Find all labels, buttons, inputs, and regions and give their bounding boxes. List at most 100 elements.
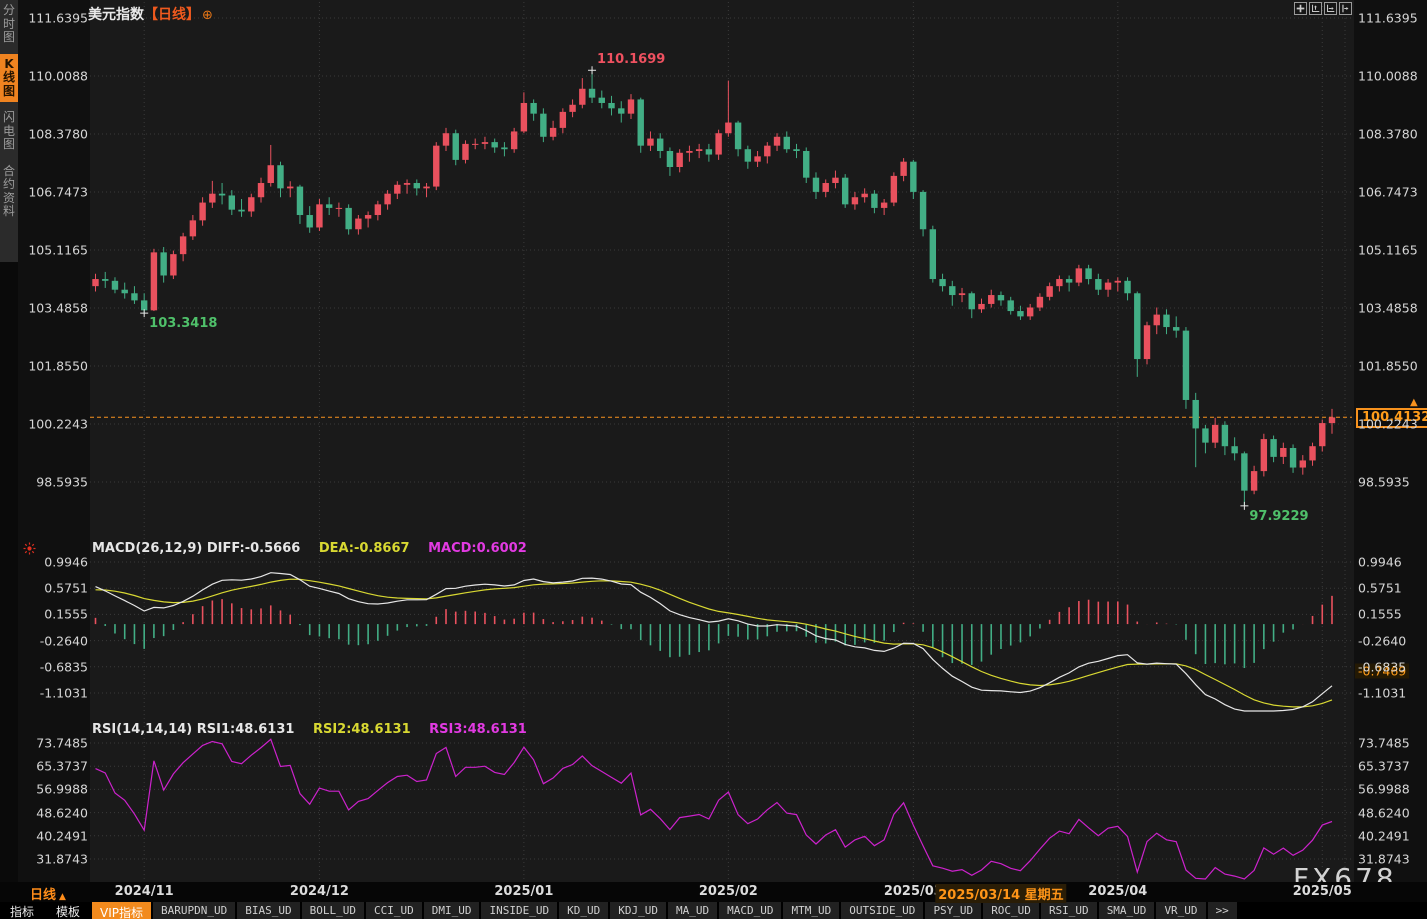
toolbar-item-PSY_UD[interactable]: PSY_UD (925, 902, 982, 919)
toolbar-item-指标[interactable]: 指标 (10, 905, 35, 919)
toolbar-more-button[interactable]: >> (1207, 902, 1237, 919)
sidebar-item-2[interactable]: 闪电图 (2, 110, 15, 151)
axis-tick-macd-l: -0.2640 (39, 633, 88, 649)
rsi2-label: RSI2:48.6131 (312, 722, 411, 737)
chart-tool-icons (1294, 2, 1352, 15)
toolbar-item-SMA_UD[interactable]: SMA_UD (1098, 902, 1155, 919)
axis-tick-macd-l: 0.9946 (44, 554, 88, 570)
axis-tick-rsi-r: 73.7485 (1358, 735, 1410, 751)
scale-y-icon[interactable] (1309, 2, 1322, 15)
toolbar-item-MTM_UD[interactable]: MTM_UD (783, 902, 840, 919)
axis-tick-price-l: 110.0088 (28, 68, 88, 84)
axis-tick-rsi-r: 48.6240 (1358, 805, 1410, 821)
left-sidebar: 分时图 K线图闪电图合约资料 (0, 0, 18, 902)
price-up-arrow-icon: ▲ (1410, 397, 1418, 409)
axis-tick-rsi-l: 56.9988 (36, 781, 88, 797)
axis-tick-macd-r: 0.9946 (1358, 554, 1402, 570)
extreme-marker-high (588, 66, 597, 75)
toolbar-item-ROC_UD[interactable]: ROC_UD (983, 902, 1039, 919)
sidebar-item-1[interactable]: K线图 (0, 53, 18, 102)
date-label-2024-12: 2024/12 (289, 884, 349, 899)
rsi3-label: RSI3:48.6131 (429, 722, 527, 737)
axis-tick-rsi-r: 40.2491 (1358, 828, 1410, 844)
date-label-2025-03: 2025/03 (883, 884, 943, 899)
pan-icon[interactable] (1294, 2, 1307, 15)
macd-diff-line (95, 572, 1333, 712)
extreme-marker-low (140, 309, 149, 318)
axis-tick-macd-l: -0.6835 (39, 659, 88, 675)
axis-tick-macd-l: 0.5751 (44, 580, 88, 596)
add-indicator-icon[interactable]: ⊕ (202, 8, 213, 23)
macd-header: MACD(26,12,9) DIFF:-0.5666 DEA:-0.8667 M… (92, 541, 527, 556)
axis-tick-macd-r: -0.6835 (1358, 659, 1407, 675)
axis-tick-price-r: 111.6395 (1358, 10, 1418, 26)
rsi-line (95, 738, 1333, 880)
toolbar-item-BOLL_UD[interactable]: BOLL_UD (301, 902, 364, 919)
macd-dea-label: DEA:-0.8667 (318, 541, 410, 556)
sidebar-item-3[interactable]: 合约资料 (2, 163, 15, 218)
axis-tick-rsi-r: 56.9988 (1358, 781, 1410, 797)
axis-tick-rsi-l: 48.6240 (36, 805, 88, 821)
macd-diff-label: MACD(26,12,9) DIFF:-0.5666 (92, 541, 301, 556)
current-price-label: 100.4132 (1356, 408, 1427, 429)
axis-tick-macd-r: -1.1031 (1358, 685, 1407, 701)
toolbar-item-VIP指标[interactable]: VIP指标 (92, 902, 152, 919)
toolbar-item-DMI_UD[interactable]: DMI_UD (423, 902, 480, 919)
indicator-settings-icon[interactable] (23, 540, 36, 559)
macd-macd-label: MACD:0.6002 (428, 541, 527, 556)
date-label-2025-01: 2025/01 (494, 884, 554, 899)
axis-tick-rsi-r: 65.3737 (1358, 758, 1410, 774)
date-label-2025-05: 2025/05 (1292, 884, 1352, 899)
toolbar-item-KD_UD[interactable]: KD_UD (559, 902, 609, 919)
axis-tick-price-r: 106.7473 (1358, 184, 1418, 200)
sidebar-items-container: 分时图 K线图闪电图合约资料 (0, 0, 18, 262)
period-selector-label: 日线 (30, 888, 57, 903)
period-selector[interactable]: 日线 ▲ (30, 884, 66, 903)
axis-tick-rsi-l: 73.7485 (36, 735, 88, 751)
toolbar-item-MACD_UD[interactable]: MACD_UD (719, 902, 782, 919)
toolbar-item-BARUPDN_UD[interactable]: BARUPDN_UD (153, 902, 236, 919)
scale-x-icon[interactable] (1324, 2, 1337, 15)
date-axis-bar: 日线 ▲ 2024/11 2024/12 2025/01 2025/02 2025/03 2… (0, 882, 1427, 903)
macd-highlight-value: -0.7469 (1355, 663, 1410, 679)
toolbar-item-VR_UD[interactable]: VR_UD (1156, 902, 1206, 919)
sidebar-item-0[interactable]: 分时图 (2, 3, 15, 44)
chart-canvas[interactable] (0, 0, 1427, 882)
axis-tick-macd-l: 0.1555 (44, 606, 88, 622)
axis-tick-price-l: 100.2243 (28, 416, 88, 432)
axis-tick-price-l: 111.6395 (28, 10, 88, 26)
axis-tick-rsi-l: 40.2491 (36, 828, 88, 844)
axis-tick-price-r: 100.2243 (1358, 416, 1418, 432)
collapse-right-icon[interactable] (1339, 2, 1352, 15)
toolbar-item-CCI_UD[interactable]: CCI_UD (365, 902, 422, 919)
annotation-low-april: 97.9229 (1249, 508, 1309, 524)
symbol-name: 美元指数 (88, 7, 144, 23)
axis-tick-rsi-l: 65.3737 (36, 758, 88, 774)
date-label-2024-11: 2024/11 (114, 884, 174, 899)
indicator-toolbar: 指标 模板 VIP指标 BARUPDN_UD BIAS_UD BOLL_UD CCI_UD D… (0, 902, 1427, 919)
toolbar-item-OUTSIDE_UD[interactable]: OUTSIDE_UD (841, 902, 924, 919)
extreme-marker-low (1240, 501, 1249, 510)
toolbar-item-INSIDE_UD[interactable]: INSIDE_UD (481, 902, 558, 919)
period-dropdown-arrow-icon: ▲ (59, 892, 66, 902)
toolbar-item-KDJ_UD[interactable]: KDJ_UD (610, 902, 666, 919)
toolbar-item-模板[interactable]: 模板 (56, 905, 81, 919)
macd-histogram (94, 595, 1333, 669)
axis-tick-price-r: 98.5935 (1358, 474, 1410, 490)
toolbar-item-MA_UD[interactable]: MA_UD (667, 902, 718, 919)
axis-tick-price-l: 108.3780 (28, 126, 88, 142)
toolbar-item-BIAS_UD[interactable]: BIAS_UD (237, 902, 300, 919)
macd-dea-line (95, 578, 1333, 708)
axis-tick-macd-r: -0.2640 (1358, 633, 1407, 649)
axis-tick-price-l: 106.7473 (28, 184, 88, 200)
candlesticks (92, 70, 1336, 506)
axis-tick-macd-r: 0.5751 (1358, 580, 1402, 596)
annotation-low-november: 103.3418 (149, 316, 218, 332)
rsi1-label: RSI(14,14,14) RSI1:48.6131 (92, 722, 295, 737)
chart-title: 美元指数【日线】 ⊕ (88, 4, 213, 24)
annotation-high: 110.1699 (597, 52, 666, 68)
axis-tick-rsi-r: 31.8743 (1358, 851, 1410, 867)
toolbar-item-RSI_UD[interactable]: RSI_UD (1040, 902, 1097, 919)
axis-tick-price-l: 98.5935 (36, 474, 88, 490)
